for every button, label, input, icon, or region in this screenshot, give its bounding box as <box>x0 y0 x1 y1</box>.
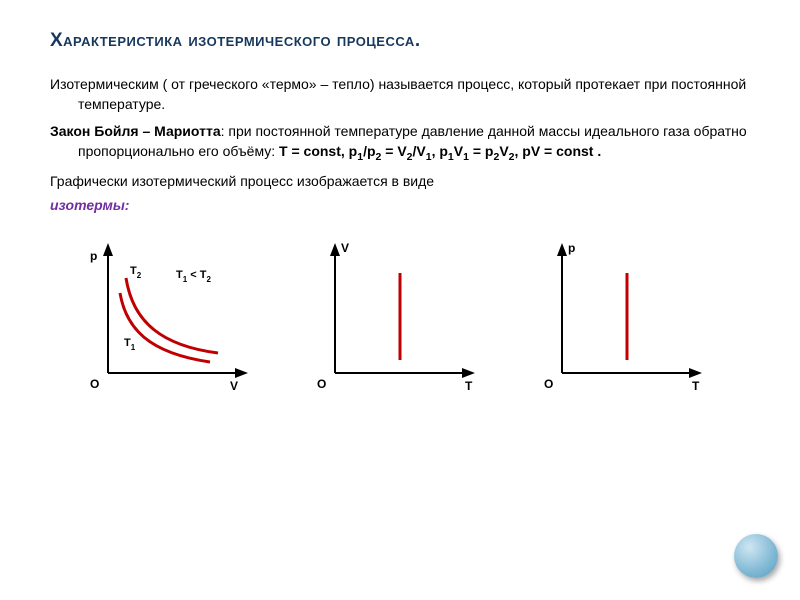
paragraph-def: Изотермическим ( от греческого «термо» –… <box>50 74 750 115</box>
y-axis-label: p <box>568 241 575 255</box>
x-axis-label: T <box>692 379 700 393</box>
next-page-button[interactable] <box>734 534 778 578</box>
y-axis-label: V <box>341 241 349 255</box>
paragraph-graph-intro: Графически изотермический процесс изобра… <box>50 171 750 191</box>
x-axis-arrow <box>462 368 475 378</box>
charts-container: p V O T2 T1 T1 < T2 V T O <box>50 238 750 398</box>
y-axis-label: p <box>90 249 97 263</box>
relation-label: T1 < T2 <box>176 269 211 284</box>
chart-pv: p V O T2 T1 T1 < T2 <box>78 238 268 398</box>
chart-pt: p T O <box>532 238 722 398</box>
y-axis-arrow <box>330 243 340 256</box>
x-axis-label: T <box>465 379 473 393</box>
chart-vt: V T O <box>305 238 495 398</box>
paragraph-law: Закон Бойля – Мариотта: при постоянной т… <box>50 121 750 165</box>
x-axis-label: V <box>230 379 238 393</box>
isotherm-curve-t2 <box>126 278 218 353</box>
law-name: Закон Бойля – Мариотта <box>50 123 221 139</box>
x-axis-arrow <box>235 368 248 378</box>
y-axis-arrow <box>103 243 113 256</box>
origin-label: O <box>317 377 326 391</box>
page-title: Характеристика изотермического процесса. <box>50 30 750 52</box>
curve-label-t1: T1 <box>124 337 136 352</box>
curve-label-t2: T2 <box>130 265 142 280</box>
origin-label: O <box>90 377 99 391</box>
y-axis-arrow <box>557 243 567 256</box>
formula: T = const, p1/p2 = V2/V1, p1V1 = p2V2, p… <box>279 143 601 159</box>
isotherm-word: изотермы: <box>50 197 750 213</box>
x-axis-arrow <box>689 368 702 378</box>
origin-label: O <box>544 377 553 391</box>
